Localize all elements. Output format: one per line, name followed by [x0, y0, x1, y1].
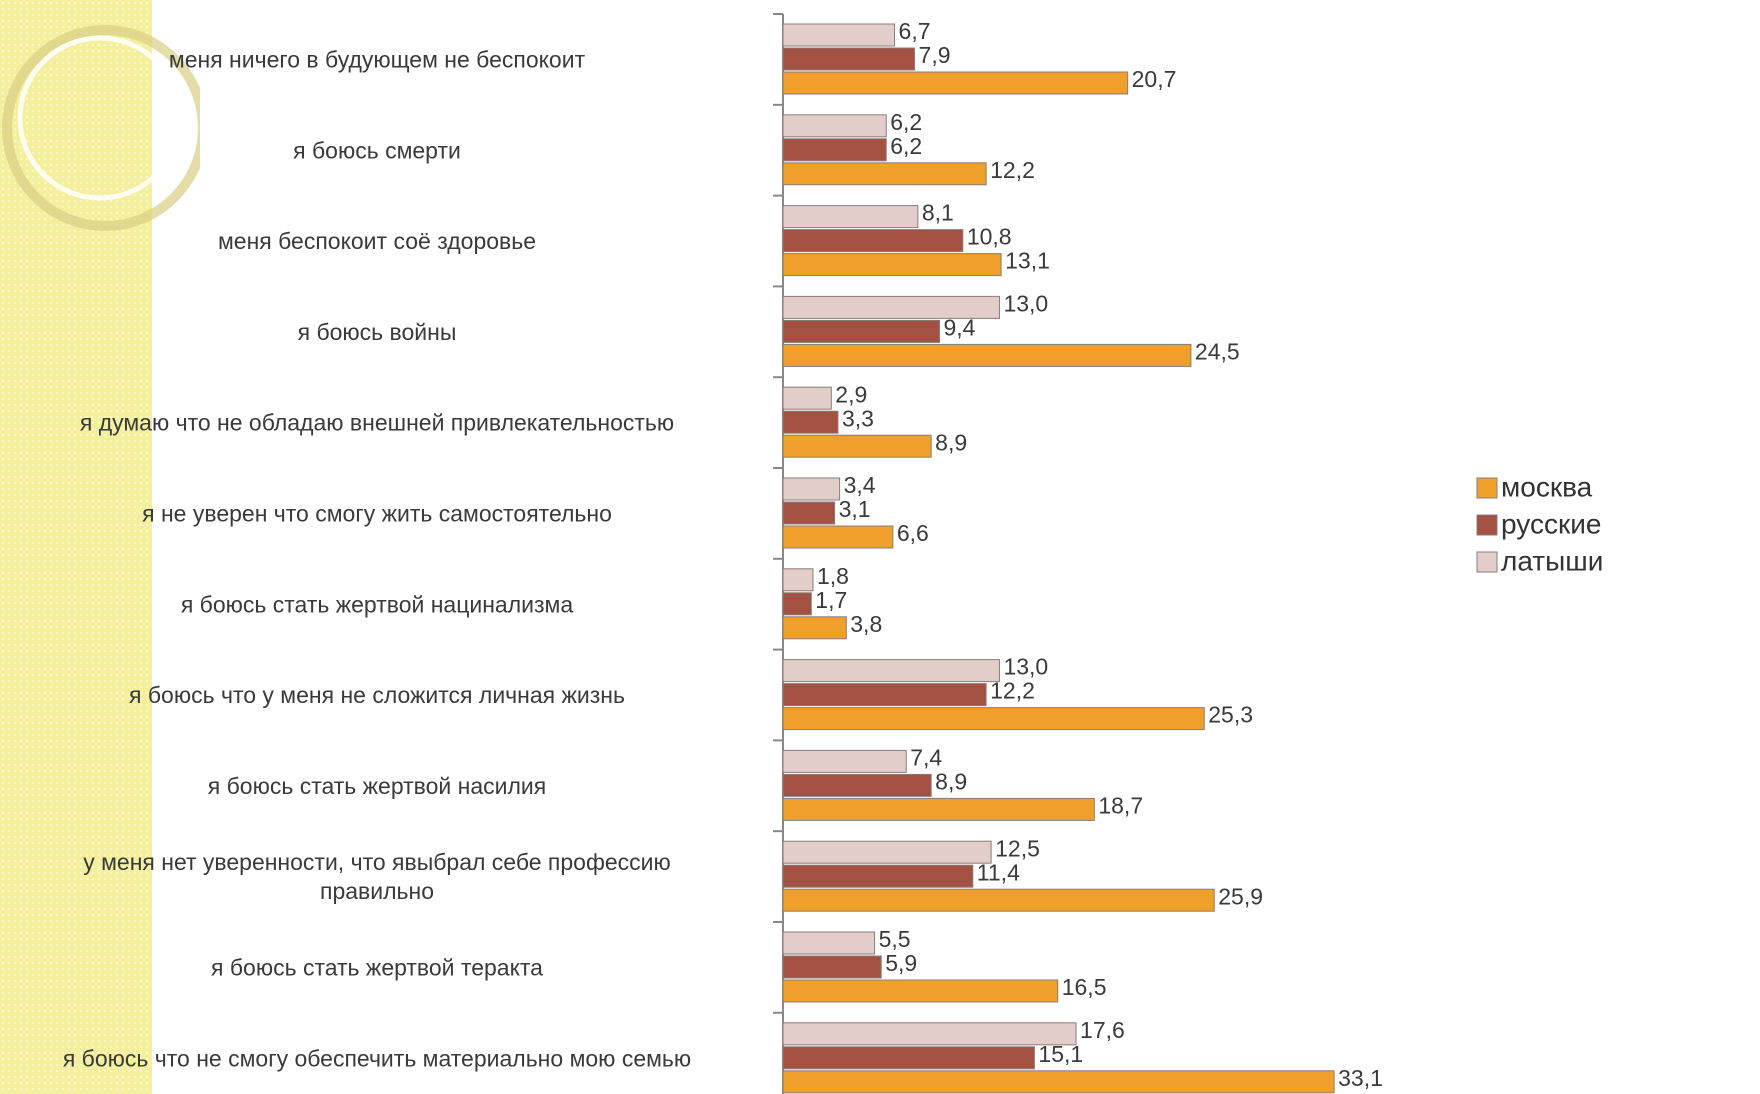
- bar: [782, 501, 836, 525]
- value-label: 7,9: [919, 42, 951, 68]
- value-label: 8,9: [935, 768, 967, 794]
- bar: [782, 931, 876, 955]
- category-label: я боюсь стать жертвой теракта: [211, 954, 543, 980]
- bar: [782, 295, 1000, 319]
- value-label: 13,0: [1003, 290, 1048, 316]
- value-label: 6,2: [890, 109, 922, 135]
- bar: [782, 1070, 1335, 1094]
- value-label: 13,1: [1005, 248, 1050, 274]
- bar: [782, 683, 987, 707]
- bar: [782, 1046, 1035, 1070]
- category-label: я не уверен что смогу жить самостоятельн…: [142, 500, 612, 526]
- legend-label: москва: [1501, 471, 1593, 502]
- bar: [782, 616, 847, 640]
- value-label: 10,8: [967, 224, 1012, 250]
- value-label: 5,9: [885, 950, 917, 976]
- bar: [782, 343, 1192, 367]
- bar: [782, 47, 916, 71]
- bars: [782, 23, 1335, 1094]
- value-label: 25,9: [1218, 883, 1263, 909]
- bar: [782, 23, 896, 47]
- legend: москва русские латыши: [1476, 471, 1603, 576]
- value-label: 2,9: [835, 381, 867, 407]
- value-label: 1,8: [817, 563, 849, 589]
- bar: [782, 253, 1002, 277]
- category-labels: меня ничего в будующем не беспокоит я бою…: [63, 46, 691, 1071]
- value-labels: 6,77,9 20,7 6,26,2 12,2 8,1 10,813,1 13,0 9,4 24…: [815, 18, 1383, 1091]
- value-label: 13,0: [1003, 654, 1048, 680]
- category-label: правильно: [320, 878, 434, 904]
- value-label: 11,4: [977, 859, 1020, 885]
- legend-swatch: [1476, 551, 1498, 573]
- bar: [782, 162, 987, 186]
- value-label: 33,1: [1338, 1065, 1383, 1091]
- value-label: 18,7: [1098, 792, 1143, 818]
- value-label: 6,2: [890, 133, 922, 159]
- value-label: 12,5: [995, 835, 1040, 861]
- value-label: 5,5: [879, 926, 911, 952]
- value-label: 15,1: [1038, 1041, 1083, 1067]
- bar: [782, 840, 992, 864]
- y-axis: [773, 13, 784, 1094]
- bar: [782, 229, 964, 253]
- bar: [782, 864, 974, 888]
- category-label: я думаю что не обладаю внешней привлекат…: [80, 410, 674, 436]
- bar: [782, 205, 919, 229]
- category-label: я боюсь стать жертвой насилия: [208, 773, 546, 799]
- legend-swatch: [1476, 477, 1498, 499]
- value-label: 3,8: [850, 611, 882, 637]
- bar: [782, 773, 932, 797]
- bar: [782, 386, 832, 410]
- value-label: 16,5: [1062, 974, 1107, 1000]
- bar: [782, 797, 1095, 821]
- value-label: 8,1: [922, 200, 954, 226]
- bar: [782, 71, 1129, 95]
- value-label: 3,4: [844, 472, 876, 498]
- category-label: я боюсь войны: [298, 319, 457, 345]
- value-label: 24,5: [1195, 338, 1240, 364]
- category-label: я боюсь что не смогу обеспечить материал…: [63, 1045, 691, 1071]
- value-label: 20,7: [1132, 66, 1177, 92]
- bar: [782, 592, 812, 616]
- legend-label: латыши: [1501, 545, 1603, 576]
- value-label: 25,3: [1208, 702, 1253, 728]
- value-label: 7,4: [910, 744, 942, 770]
- legend-label: русские: [1501, 508, 1601, 539]
- bar: [782, 1022, 1077, 1046]
- value-label: 6,6: [897, 520, 929, 546]
- category-label: меня беспокоит соё здоровье: [218, 228, 536, 254]
- bar: [782, 434, 932, 458]
- value-label: 6,7: [899, 18, 931, 44]
- bar: [782, 114, 887, 138]
- category-label: я боюсь смерти: [293, 137, 461, 163]
- bar: [782, 979, 1059, 1003]
- bar: [782, 659, 1000, 683]
- bar: [782, 410, 839, 434]
- value-label: 12,2: [990, 678, 1035, 704]
- bar: [782, 955, 882, 979]
- value-label: 9,4: [944, 314, 976, 340]
- bar: [782, 477, 841, 501]
- category-label: я боюсь стать жертвой нацинализма: [181, 591, 574, 617]
- category-label: я боюсь что у меня не сложится личная жи…: [129, 682, 625, 708]
- value-label: 8,9: [935, 429, 967, 455]
- value-label: 1,7: [815, 587, 847, 613]
- decorative-rings: [2, 25, 200, 231]
- value-label: 12,2: [990, 157, 1035, 183]
- bar: [782, 749, 907, 773]
- bar: [782, 525, 894, 549]
- bar: [782, 319, 941, 343]
- value-label: 17,6: [1080, 1017, 1125, 1043]
- bar: [782, 888, 1215, 912]
- legend-swatch: [1476, 514, 1498, 536]
- category-label: меня ничего в будующем не беспокоит: [169, 46, 586, 72]
- value-label: 3,3: [842, 405, 874, 431]
- category-label: у меня нет уверенности, что явыбрал себе…: [83, 849, 671, 875]
- bar: [782, 138, 887, 162]
- bar: [782, 707, 1205, 731]
- value-label: 3,1: [839, 496, 871, 522]
- bar: [782, 568, 814, 592]
